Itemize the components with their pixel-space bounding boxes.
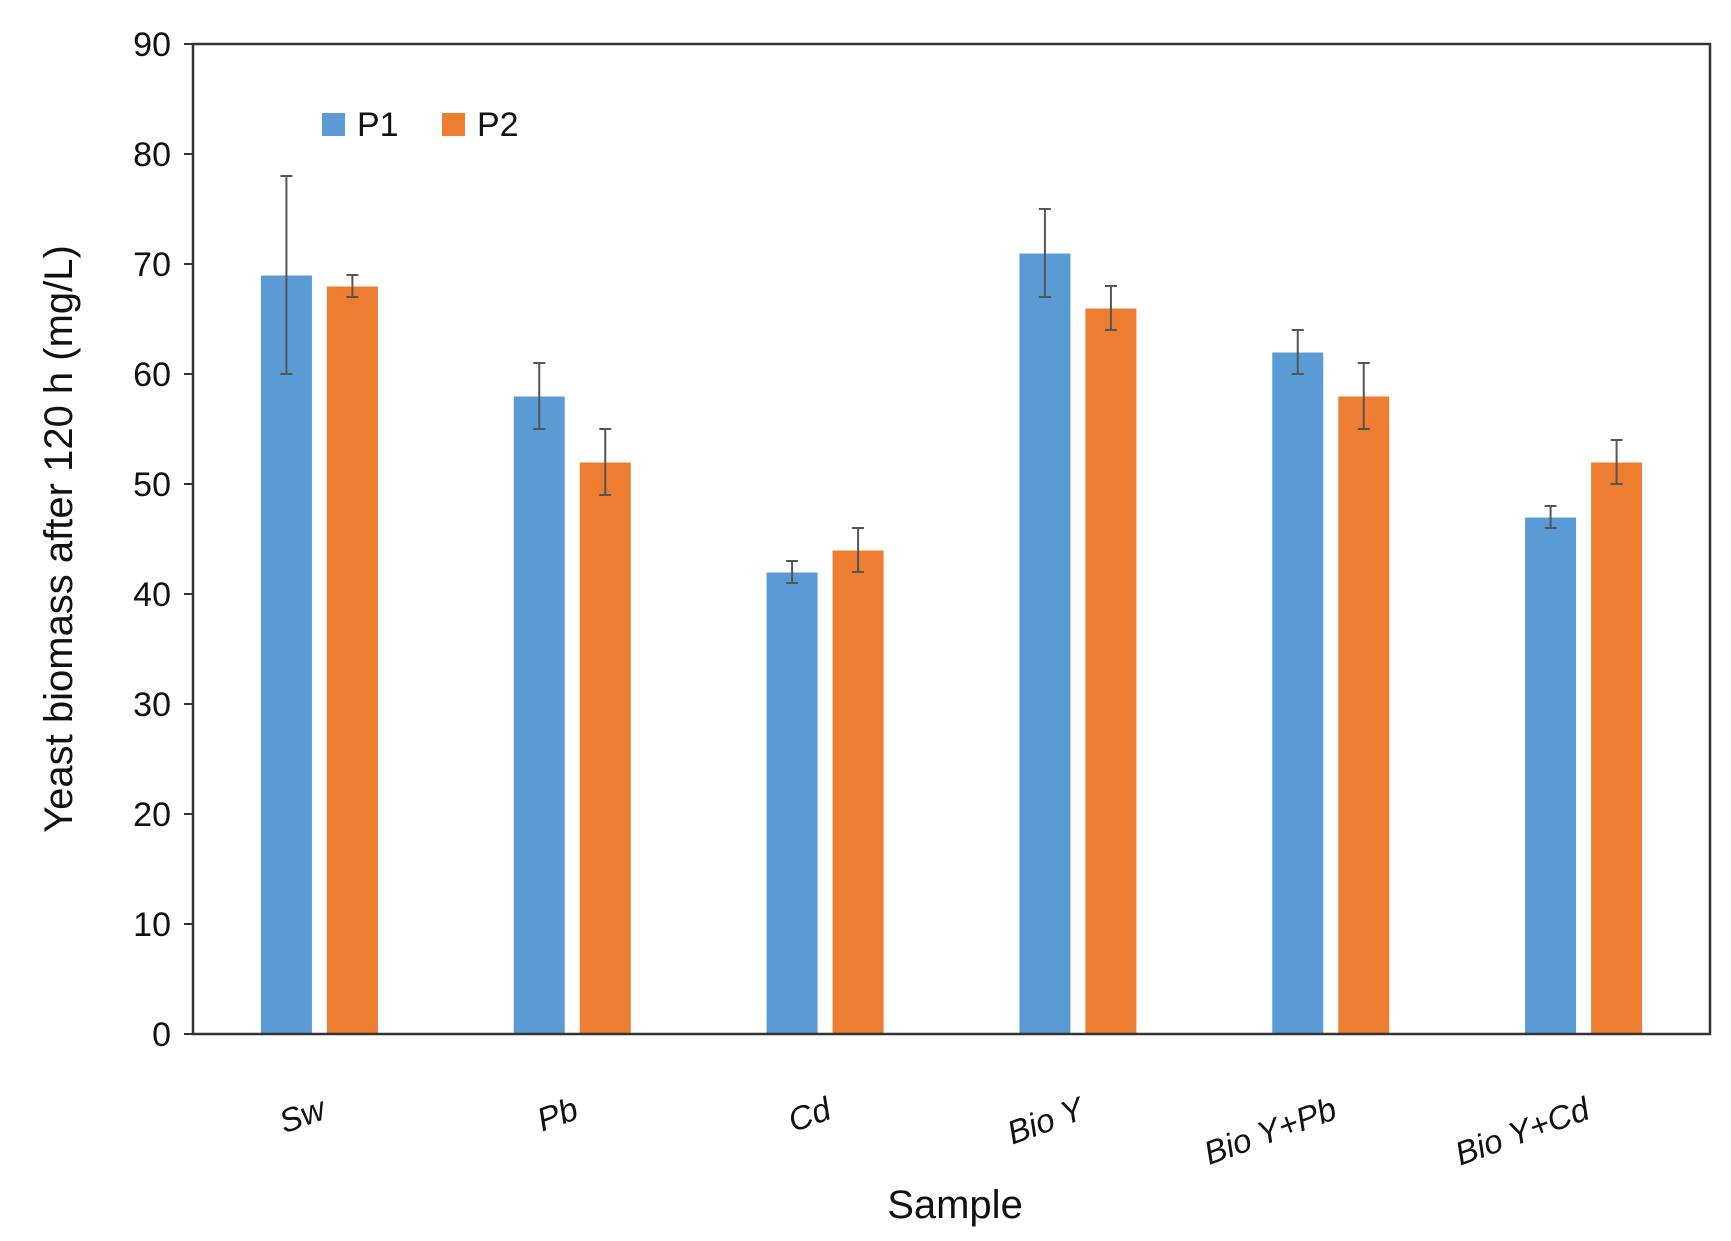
- bar-p1-bio-y: [1018, 252, 1072, 1035]
- legend-label-p1: P1: [357, 106, 399, 144]
- bar-p1-bio-y-cd: [1524, 516, 1578, 1035]
- bar-p2-cd: [831, 549, 885, 1035]
- error-bar-p2-bio-y: [1104, 285, 1117, 331]
- y-tick-label: 0: [152, 1016, 171, 1054]
- y-tick-label: 10: [133, 906, 171, 944]
- legend-item-p2: P2: [442, 106, 519, 144]
- error-bar-p1-bio-y-pb: [1291, 329, 1304, 375]
- error-bars-layer: [280, 175, 1623, 584]
- y-tick-label: 20: [133, 796, 171, 834]
- x-category-label-pb: Pb: [532, 1090, 583, 1139]
- legend-item-p1: P1: [322, 106, 399, 144]
- y-axis-title: Yeast biomass after 120 h (mg/L): [37, 245, 81, 833]
- y-tick-label: 40: [133, 576, 171, 614]
- y-tick-label: 30: [133, 686, 171, 724]
- bar-p2-bio-y: [1084, 307, 1138, 1035]
- x-category-label-bio-y-cd: Bio Y+Cd: [1450, 1089, 1596, 1172]
- bar-p1-bio-y-pb: [1271, 351, 1325, 1035]
- bar-p2-bio-y-pb: [1337, 395, 1391, 1035]
- x-axis-title: Sample: [887, 1183, 1023, 1227]
- bar-p1-cd: [765, 571, 819, 1035]
- x-category-label-bio-y: Bio Y: [1002, 1089, 1090, 1151]
- bar-p1-pb: [512, 395, 566, 1035]
- error-bar-p1-cd: [786, 560, 799, 584]
- x-axis: Sw Pb Cd Bio Y Bio Y+Pb Bio Y+Cd: [274, 1089, 1595, 1172]
- bar-p2-bio-y-cd: [1590, 461, 1644, 1035]
- error-bar-p2-sw: [346, 274, 359, 298]
- error-bar-p1-pb: [533, 362, 546, 430]
- y-tick-label: 50: [133, 466, 171, 504]
- y-tick-label: 70: [133, 246, 171, 284]
- legend-label-p2: P2: [477, 106, 519, 144]
- y-tick-label: 60: [133, 356, 171, 394]
- legend-swatch-p2: [442, 113, 465, 136]
- legend: P1 P2: [322, 106, 519, 144]
- x-category-label-bio-y-pb: Bio Y+Pb: [1199, 1090, 1341, 1172]
- y-tick-label: 80: [133, 136, 171, 174]
- error-bar-p2-pb: [599, 428, 612, 496]
- bar-p1-sw: [259, 274, 313, 1035]
- bars-layer: [259, 252, 1644, 1035]
- error-bar-p2-bio-y-pb: [1357, 362, 1370, 430]
- y-tick-label: 90: [133, 26, 171, 64]
- error-bar-p1-sw: [280, 175, 293, 375]
- y-axis: 0 10 20 30 40 50 60 70 80 90: [133, 26, 193, 1054]
- bar-p2-sw: [325, 285, 379, 1035]
- legend-swatch-p1: [322, 113, 345, 136]
- error-bar-p1-bio-y-cd: [1544, 505, 1557, 529]
- error-bar-p2-bio-y-cd: [1610, 439, 1623, 485]
- plot-area-frame: [191, 42, 1712, 1036]
- x-category-label-cd: Cd: [783, 1089, 837, 1139]
- error-bar-p2-cd: [852, 527, 865, 573]
- x-category-label-sw: Sw: [274, 1089, 332, 1140]
- bar-p2-pb: [578, 461, 632, 1035]
- error-bar-p1-bio-y: [1038, 208, 1051, 298]
